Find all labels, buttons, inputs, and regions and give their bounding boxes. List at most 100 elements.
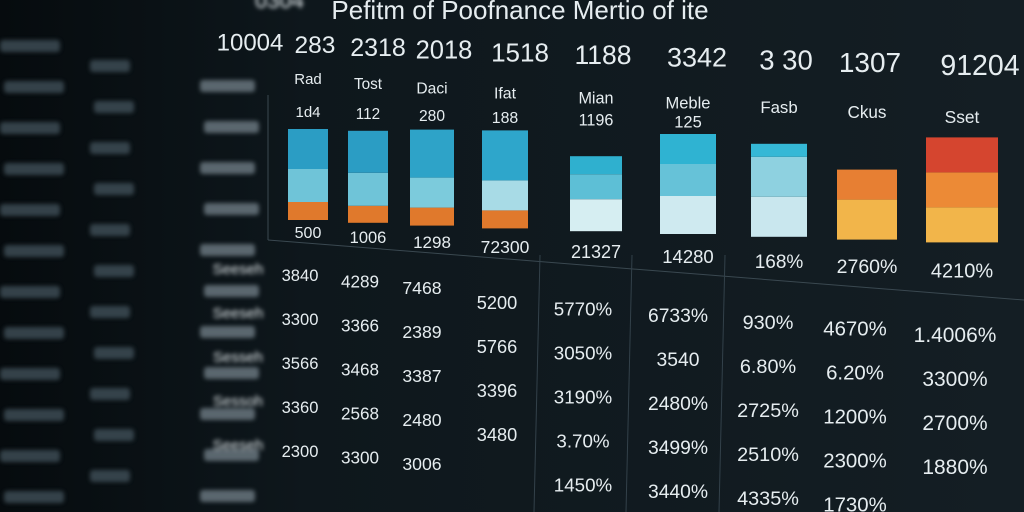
bar-caption: 1298 <box>413 233 451 252</box>
table-cell: 3499% <box>648 438 708 459</box>
table-cell: 6.20% <box>826 362 884 384</box>
sub-label: 280 <box>419 108 445 125</box>
top-number: 10004 <box>217 29 284 56</box>
top-number: 283 <box>295 32 336 59</box>
top-number: 1307 <box>839 47 901 78</box>
blurred-text <box>0 204 60 216</box>
blurred-text <box>204 285 259 297</box>
top-number: 91204 <box>940 50 1019 82</box>
top-number: 2018 <box>416 37 473 65</box>
bar-caption: 2760% <box>837 256 898 278</box>
bar-segment <box>482 210 528 229</box>
bar-segment <box>410 129 454 178</box>
bar-caption: 14280 <box>662 246 713 267</box>
blurred-text <box>200 162 255 174</box>
blurred-text <box>94 183 134 195</box>
blurred-text <box>200 490 255 502</box>
table-cell: 3.70% <box>556 430 609 451</box>
blurred-text <box>200 408 255 420</box>
table-cell: 1450% <box>554 474 612 495</box>
bar-segment <box>926 207 998 243</box>
blurred-text <box>90 388 130 400</box>
table-cell: 3190% <box>554 386 612 407</box>
table-cell: 3300 <box>282 310 319 329</box>
bar-caption: 168% <box>755 252 804 273</box>
bar-segment <box>660 164 716 196</box>
blurred-text <box>204 367 259 379</box>
table-cell: 1200% <box>823 406 887 428</box>
table-cell: 2725% <box>737 400 799 422</box>
table-cell: 2510% <box>737 444 799 466</box>
blurred-text <box>0 40 60 52</box>
table-cell: 3360 <box>282 398 319 417</box>
table-cell: 2700% <box>922 412 987 435</box>
blurred-columns <box>0 40 259 503</box>
top-number: 3 30 <box>759 44 813 75</box>
blurred-text <box>94 429 134 441</box>
blurred-text <box>90 470 130 482</box>
top-number: 2318 <box>350 34 406 62</box>
divider <box>718 254 726 512</box>
table-cell: 4289 <box>341 273 379 292</box>
blurred-text <box>94 101 134 113</box>
title: Pefitm of Poofnance Mertio of ite <box>331 0 708 25</box>
table-cell: 3440% <box>648 482 708 503</box>
row-label: Seeseh <box>213 305 264 322</box>
bar-segment <box>926 172 998 208</box>
bar-segment <box>837 199 897 240</box>
table-cell: 4670% <box>823 318 887 340</box>
bar-segment <box>348 172 388 206</box>
table-cell: 3480 <box>477 425 517 445</box>
bar-segment <box>926 137 998 173</box>
table-cell: 2300 <box>282 442 319 461</box>
category-label: Sset <box>945 107 980 127</box>
blurred-text <box>204 121 259 133</box>
bar-segment <box>482 130 528 181</box>
blurred-text <box>200 80 255 92</box>
blurred-text <box>200 244 255 256</box>
table-cell: 5766 <box>477 337 517 357</box>
category-label: Daci <box>416 81 447 98</box>
bar-segment <box>348 130 388 173</box>
bar-segment <box>348 205 388 223</box>
table-cell: 2480 <box>402 410 441 430</box>
blurred-text <box>200 326 255 338</box>
row-label: Seeseh <box>213 437 264 454</box>
table-cell: 3300 <box>341 449 379 468</box>
table-cell: 7468 <box>402 278 441 298</box>
table-cell: 3840 <box>282 266 319 285</box>
table-cell: 2300% <box>823 450 887 472</box>
blurred-text <box>94 265 134 277</box>
table-cell: 6733% <box>648 306 708 327</box>
top-number: 1188 <box>575 40 632 70</box>
bar-caption: 500 <box>295 225 322 242</box>
blurred-text <box>90 306 130 318</box>
sub-label: 188 <box>492 110 519 127</box>
blurred-text <box>90 224 130 236</box>
category-label: Ifat <box>494 86 517 103</box>
top-number: 3342 <box>667 43 727 73</box>
blurred-text <box>0 450 60 462</box>
table-cell: 6.80% <box>740 356 796 378</box>
table-cell: 3050% <box>554 342 612 363</box>
bar-segment <box>288 129 328 169</box>
bar-segment <box>751 143 807 157</box>
bar-segment <box>410 207 454 226</box>
blurred-text <box>0 286 60 298</box>
bar-segment <box>660 134 716 164</box>
blurred-text <box>204 449 259 461</box>
top-number: 1518 <box>491 37 549 67</box>
sub-label: 112 <box>356 106 380 123</box>
blurred-text <box>4 491 64 503</box>
bar-segment <box>570 199 622 232</box>
blurred-text <box>90 142 130 154</box>
bar-caption: 1006 <box>350 229 387 247</box>
bar-segment <box>570 174 622 200</box>
bar-segment <box>660 196 716 234</box>
row-label: Seeseh <box>213 261 264 278</box>
table-cell: 3387 <box>402 366 441 386</box>
category-label: Tost <box>354 76 383 93</box>
table-cell: 3006 <box>402 454 441 474</box>
sub-label: 125 <box>674 113 702 131</box>
